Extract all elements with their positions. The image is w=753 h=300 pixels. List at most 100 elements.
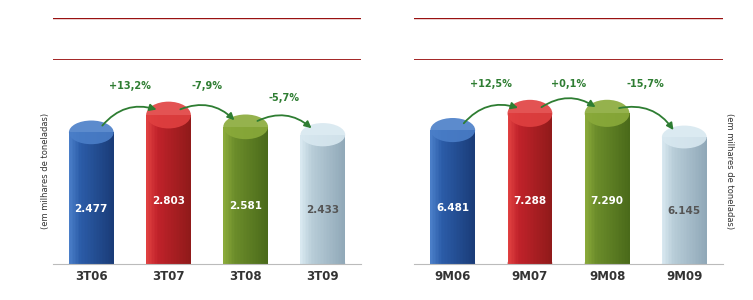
Bar bbox=[322, 135, 323, 264]
Bar bbox=[675, 137, 677, 264]
Bar bbox=[334, 135, 335, 264]
Bar bbox=[343, 135, 344, 264]
Bar bbox=[149, 115, 151, 264]
Bar bbox=[526, 113, 527, 264]
Bar bbox=[224, 127, 225, 264]
Bar bbox=[610, 113, 611, 264]
Bar bbox=[456, 130, 457, 264]
Ellipse shape bbox=[662, 253, 706, 275]
Bar bbox=[444, 130, 445, 264]
Bar bbox=[544, 113, 545, 264]
Bar bbox=[666, 137, 668, 264]
Bar bbox=[341, 135, 343, 264]
Bar bbox=[179, 115, 181, 264]
Bar bbox=[542, 113, 544, 264]
Bar bbox=[431, 130, 432, 264]
Bar bbox=[692, 137, 694, 264]
Bar bbox=[99, 132, 100, 264]
Bar bbox=[459, 130, 460, 264]
Bar bbox=[75, 132, 77, 264]
Text: 2.433: 2.433 bbox=[306, 205, 340, 215]
Bar bbox=[178, 115, 179, 264]
Bar bbox=[78, 132, 79, 264]
Bar bbox=[157, 115, 158, 264]
Bar bbox=[434, 130, 437, 264]
Bar bbox=[698, 137, 700, 264]
Bar bbox=[518, 113, 520, 264]
Bar bbox=[73, 132, 75, 264]
Ellipse shape bbox=[508, 100, 552, 127]
Ellipse shape bbox=[585, 100, 630, 127]
Bar bbox=[465, 130, 466, 264]
Text: +13,2%: +13,2% bbox=[109, 81, 151, 91]
Bar bbox=[687, 137, 689, 264]
Bar bbox=[112, 132, 114, 264]
Bar bbox=[316, 135, 317, 264]
Y-axis label: (em milhares de toneladas): (em milhares de toneladas) bbox=[41, 113, 50, 229]
Bar bbox=[626, 113, 628, 264]
Bar bbox=[508, 113, 509, 264]
Bar bbox=[81, 132, 82, 264]
Bar bbox=[239, 127, 241, 264]
Bar bbox=[550, 113, 553, 264]
Bar bbox=[619, 113, 620, 264]
Bar bbox=[457, 130, 459, 264]
Ellipse shape bbox=[431, 252, 475, 276]
Bar bbox=[474, 130, 475, 264]
Bar bbox=[103, 132, 105, 264]
Text: 2.477: 2.477 bbox=[75, 204, 108, 214]
Bar bbox=[305, 135, 306, 264]
Bar bbox=[326, 135, 328, 264]
Bar bbox=[442, 130, 444, 264]
Bar bbox=[340, 135, 341, 264]
Bar bbox=[451, 130, 453, 264]
Bar bbox=[265, 127, 267, 264]
Bar bbox=[93, 132, 94, 264]
Bar bbox=[250, 127, 252, 264]
Bar bbox=[302, 135, 303, 264]
Bar bbox=[704, 137, 706, 264]
Bar bbox=[545, 113, 547, 264]
Bar bbox=[663, 137, 665, 264]
Bar bbox=[154, 115, 155, 264]
Bar bbox=[187, 115, 188, 264]
Bar bbox=[466, 130, 468, 264]
Y-axis label: (em milhares de toneladas): (em milhares de toneladas) bbox=[725, 113, 734, 229]
Text: 7.290: 7.290 bbox=[590, 196, 623, 206]
Bar bbox=[242, 127, 244, 264]
Ellipse shape bbox=[224, 252, 268, 276]
Bar bbox=[161, 115, 163, 264]
Bar bbox=[601, 113, 602, 264]
Bar bbox=[686, 137, 687, 264]
Bar bbox=[533, 113, 535, 264]
Bar bbox=[602, 113, 604, 264]
Bar bbox=[684, 137, 686, 264]
Bar bbox=[105, 132, 106, 264]
Bar bbox=[252, 127, 253, 264]
Bar bbox=[173, 115, 175, 264]
Bar bbox=[188, 115, 190, 264]
Bar bbox=[185, 115, 187, 264]
Bar bbox=[453, 130, 454, 264]
Bar bbox=[189, 115, 191, 264]
Bar bbox=[669, 137, 671, 264]
Bar bbox=[155, 115, 157, 264]
Bar bbox=[160, 115, 161, 264]
Bar bbox=[90, 132, 91, 264]
Bar bbox=[454, 130, 456, 264]
Bar bbox=[599, 113, 601, 264]
Text: +12,5%: +12,5% bbox=[471, 79, 512, 89]
Bar bbox=[662, 137, 663, 264]
Bar bbox=[79, 132, 81, 264]
Bar bbox=[678, 137, 680, 264]
Bar bbox=[517, 113, 518, 264]
Bar bbox=[300, 135, 302, 264]
Bar bbox=[672, 137, 674, 264]
Bar bbox=[447, 130, 448, 264]
Bar bbox=[182, 115, 184, 264]
Bar bbox=[550, 113, 551, 264]
Bar bbox=[436, 130, 438, 264]
Bar bbox=[312, 135, 314, 264]
Ellipse shape bbox=[508, 250, 552, 278]
Bar bbox=[235, 127, 236, 264]
